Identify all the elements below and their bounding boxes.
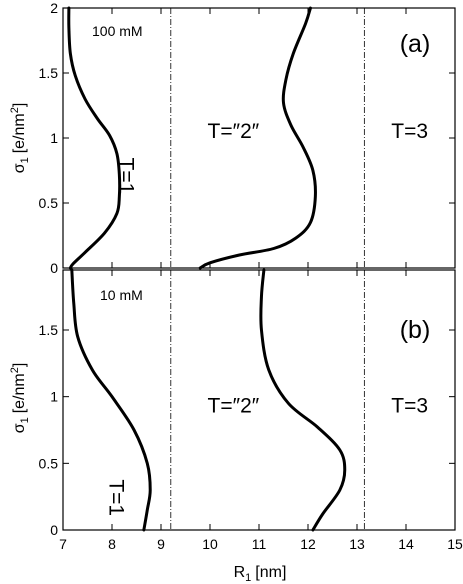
- x-tick-label: 10: [202, 536, 218, 552]
- series-line: [259, 268, 347, 532]
- region-label: T=1: [105, 479, 128, 516]
- x-tick-label: 7: [59, 536, 67, 552]
- panel-tag: (a): [400, 30, 431, 58]
- region-label: T=3: [391, 395, 428, 418]
- panel-a: 0 0.5 1 1.5 2 T=1 T=″2″ T=3 (a) 100 mM σ1[e/nm2]: [9, 0, 456, 276]
- x-axis-label: R1 [nm]: [234, 564, 287, 584]
- y-tick-label: 1.5: [39, 65, 59, 81]
- x-tick-label: 9: [157, 536, 165, 552]
- x-tick-label: 8: [108, 536, 116, 552]
- concentration-label: 100 mM: [92, 23, 143, 39]
- panel-b: 0 0.5 1 1.5 7 8 9 10 11 12 13 14 15 T=1 T=″2″ T=3 (b) 10 …: [9, 268, 463, 552]
- region-label: T=″2″: [208, 120, 260, 143]
- series-line: [67, 6, 122, 270]
- y-tick-label: 1: [50, 389, 58, 405]
- y-tick-label: 0: [50, 260, 58, 276]
- region-label: T=″2″: [208, 395, 260, 418]
- y-tick-label: 0.5: [39, 455, 59, 471]
- y-tick-label: 0: [50, 522, 58, 538]
- x-tick-label: 13: [349, 536, 365, 552]
- series-line: [198, 6, 317, 270]
- y-axis-label: σ1[e/nm2]: [9, 103, 31, 174]
- y-tick-label: 1: [50, 130, 58, 146]
- region-label: T=1: [114, 158, 137, 195]
- x-tick-label: 14: [398, 536, 414, 552]
- region-label: T=3: [391, 120, 428, 143]
- x-tick-label: 12: [300, 536, 316, 552]
- panel-tag: (b): [400, 316, 431, 344]
- y-axis-label: σ1[e/nm2]: [9, 363, 31, 434]
- y-tick-label: 0.5: [39, 195, 59, 211]
- series-line: [70, 268, 152, 532]
- x-tick-label: 11: [252, 536, 267, 552]
- x-tick-label: 15: [447, 536, 463, 552]
- y-tick-label: 1.5: [39, 322, 59, 338]
- concentration-label: 10 mM: [100, 287, 143, 303]
- y-tick-label: 2: [50, 0, 58, 16]
